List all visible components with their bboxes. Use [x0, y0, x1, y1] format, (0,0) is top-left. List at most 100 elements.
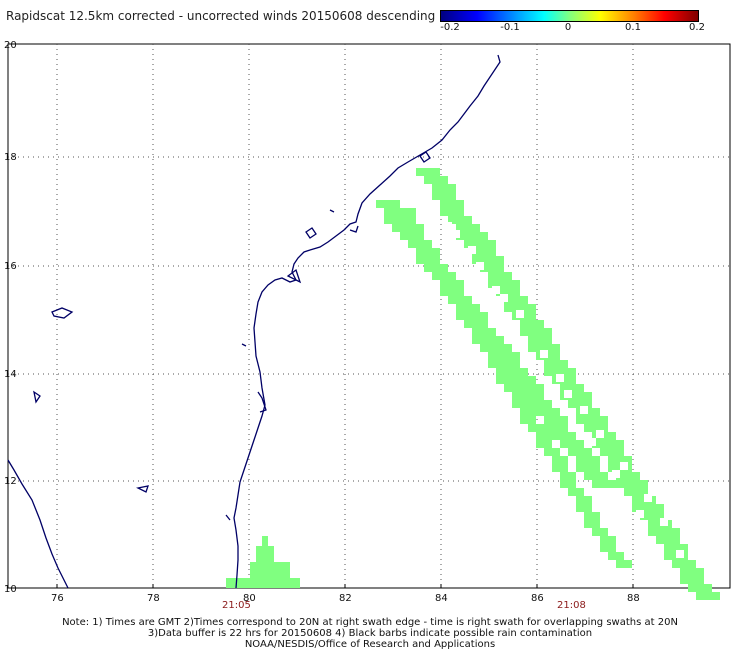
wind-cell: [560, 440, 584, 448]
wind-cell: [616, 480, 640, 488]
wind-cell: [552, 464, 568, 472]
godavari-delta: [349, 225, 359, 233]
wind-cell: [648, 504, 664, 512]
chilka-lake: [419, 151, 431, 163]
lake-west-4: [225, 514, 231, 521]
wind-cell: [424, 176, 448, 184]
wind-cell: [560, 376, 576, 384]
wind-cell: [416, 168, 440, 176]
wind-cell: [504, 384, 520, 392]
y-tick-label: 20: [4, 40, 17, 51]
wind-cell: [520, 416, 536, 424]
wind-cell: [576, 496, 592, 504]
wind-cell: [608, 448, 624, 456]
swath-gap: [500, 294, 508, 302]
wind-cell: [512, 376, 536, 384]
lake-west-3: [136, 485, 149, 493]
lake-west-1: [51, 307, 74, 319]
wind-cell: [520, 328, 544, 336]
y-tick-label: 14: [4, 369, 17, 380]
y-tick-label: 16: [4, 261, 17, 272]
wind-cell: [226, 578, 300, 588]
swath-gap: [476, 262, 484, 270]
wind-cell: [464, 240, 488, 248]
wind-cell: [440, 208, 464, 216]
swath-gap: [564, 390, 572, 398]
wind-cell: [696, 592, 720, 600]
wind-cell: [576, 400, 592, 408]
swath-gap: [540, 350, 548, 358]
colorbar-tick-3: 0: [564, 22, 572, 33]
wind-cell: [472, 232, 488, 240]
swath-gap: [636, 510, 644, 518]
wind-cell: [568, 384, 584, 392]
y-tick-label: 12: [4, 476, 17, 487]
wind-cell: [552, 432, 576, 440]
island-2: [286, 268, 302, 284]
wind-cell: [480, 248, 496, 256]
x-tick-label: 82: [339, 593, 352, 604]
wind-cell: [384, 216, 408, 224]
x-tick-label: 88: [627, 593, 640, 604]
note-line-2: 3)Data buffer is 22 hrs for 20150608 4) …: [147, 628, 593, 639]
wind-cell: [408, 232, 424, 240]
wind-cell: [400, 216, 416, 224]
wind-cell: [528, 424, 544, 432]
wind-cell: [496, 376, 512, 384]
wind-cell: [256, 546, 274, 564]
wind-cell: [416, 240, 432, 248]
wind-cell: [536, 440, 552, 448]
wind-cell: [376, 200, 400, 208]
wind-cell: [560, 368, 576, 376]
colorbar-tick-1: -0.2: [440, 22, 460, 33]
wind-cell: [584, 408, 600, 416]
wind-cell: [552, 360, 568, 368]
wind-cell: [648, 528, 672, 536]
swath-time-label-right: 21:08: [557, 600, 586, 611]
wind-cell: [632, 488, 648, 496]
wind-cell: [528, 320, 544, 328]
swath-gap: [612, 470, 620, 478]
lake-west-5: [241, 343, 247, 347]
wind-cell: [544, 448, 560, 456]
wind-cell: [624, 472, 640, 480]
wind-cell: [608, 440, 624, 448]
wind-cell: [584, 520, 600, 528]
wind-cell: [472, 328, 488, 336]
wind-swath: [226, 168, 720, 600]
wind-cell: [408, 224, 424, 232]
wind-cell: [616, 560, 632, 568]
wind-cell: [576, 416, 600, 424]
wind-cell: [504, 288, 520, 296]
wind-cell: [496, 272, 512, 280]
wind-cell: [456, 312, 472, 320]
wind-cell: [560, 480, 576, 488]
y-axis-labels: 20 18 16 14 12 10: [4, 40, 17, 595]
wind-cell: [576, 392, 592, 400]
tick-marks: [56, 584, 634, 588]
wind-cell: [688, 584, 712, 592]
wind-cell: [512, 400, 528, 408]
wind-cell: [472, 336, 488, 344]
wind-cell: [432, 184, 456, 192]
swath-time-label-left: 21:05: [222, 600, 251, 611]
wind-cell: [648, 512, 664, 520]
wind-cell: [488, 264, 504, 272]
wind-cell: [568, 488, 584, 496]
wind-cell: [616, 456, 632, 464]
swath-gap: [468, 246, 476, 254]
wind-cell: [544, 416, 568, 424]
wind-cell: [592, 480, 616, 488]
wind-cell: [536, 336, 552, 344]
wind-cell: [592, 416, 608, 424]
wind-cell: [400, 208, 416, 216]
wind-cell: [488, 352, 504, 360]
wind-cell: [544, 352, 560, 360]
wind-cell: [456, 232, 480, 240]
wind-cell: [536, 432, 552, 440]
wind-cell: [680, 576, 704, 584]
swath-gap: [588, 438, 596, 446]
colorbar-tick-2: -0.1: [500, 22, 520, 33]
wind-cell: [448, 288, 464, 296]
wind-cell: [448, 296, 464, 304]
